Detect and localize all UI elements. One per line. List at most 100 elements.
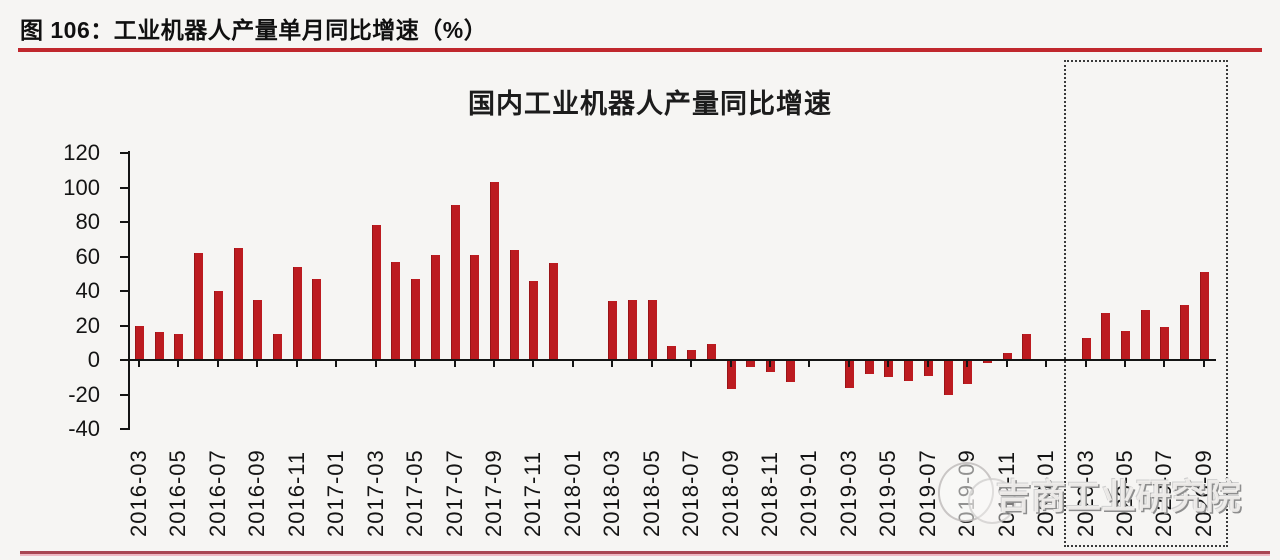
bar (213, 291, 223, 360)
bar (154, 332, 164, 360)
bar (312, 278, 322, 360)
bar (253, 299, 263, 360)
bar (371, 225, 381, 360)
y-tick-mark (120, 359, 128, 361)
x-axis-label: 2019-07 (914, 449, 940, 537)
x-axis-label: 2016-07 (204, 449, 230, 537)
bar (864, 360, 874, 374)
x-tick-mark (769, 361, 772, 367)
x-tick-mark (532, 361, 535, 367)
x-tick-mark (847, 361, 850, 367)
y-tick-mark (120, 393, 128, 396)
x-tick-mark (492, 361, 495, 367)
bar (982, 360, 992, 364)
bar (1180, 304, 1190, 360)
x-axis-label: 2018-01 (559, 449, 585, 537)
bar (549, 263, 559, 360)
x-tick-mark (1202, 361, 1205, 367)
bar (647, 299, 657, 360)
y-tick-mark (120, 152, 128, 154)
x-axis-label: 2017-05 (402, 449, 428, 537)
x-tick-mark (808, 361, 811, 367)
x-axis-label: 2017-07 (441, 449, 467, 537)
x-tick-mark (453, 361, 456, 367)
x-tick-mark (335, 361, 338, 367)
bar (489, 182, 499, 360)
x-axis-label: 2019-05 (875, 449, 901, 537)
x-axis-label: 2016-03 (126, 449, 151, 537)
bar (943, 360, 953, 395)
x-tick-mark (571, 361, 574, 367)
x-axis-label: 2017-01 (323, 449, 349, 537)
y-axis-label: 0 (87, 347, 100, 372)
bar (785, 360, 795, 383)
y-tick-mark (120, 290, 128, 292)
x-axis-label: 2017-09 (480, 449, 506, 537)
bar (292, 266, 302, 360)
bar (706, 344, 716, 360)
bar (470, 254, 480, 360)
bar (1022, 334, 1032, 360)
chart-title: 国内工业机器人产量同比增速 (468, 89, 832, 119)
bar (1140, 309, 1150, 360)
x-axis-label: 2017-03 (362, 449, 388, 537)
x-tick-mark (690, 361, 693, 367)
bar (884, 360, 894, 378)
bar (1081, 337, 1091, 360)
bar (746, 360, 756, 367)
bar (608, 301, 618, 360)
bar (1002, 353, 1012, 360)
x-axis-label: 2019-03 (835, 449, 861, 537)
x-axis-label: 2016-11 (283, 450, 309, 537)
bar (411, 278, 421, 360)
x-tick-mark (729, 361, 732, 367)
y-axis-label: 120 (63, 140, 100, 165)
bar (1101, 313, 1111, 360)
y-tick-mark (120, 324, 128, 327)
bar (628, 299, 637, 360)
x-tick-mark (414, 361, 417, 367)
y-axis-label: 40 (75, 278, 100, 303)
bar (391, 261, 401, 360)
x-axis-zero-line (128, 359, 1216, 361)
x-axis-label: 2018-09 (717, 449, 743, 537)
x-axis-label: 2018-05 (638, 449, 664, 537)
x-tick-mark (295, 361, 298, 367)
x-tick-mark (256, 361, 259, 367)
watermark-emblem-icon (968, 478, 1016, 524)
x-tick-mark (926, 361, 929, 367)
y-axis-label: 80 (75, 209, 100, 234)
y-tick-mark (120, 186, 128, 189)
bar (450, 204, 460, 360)
x-axis-label: 2016-05 (165, 449, 191, 537)
x-tick-mark (611, 361, 614, 367)
y-axis-label: 20 (75, 312, 100, 338)
x-tick-mark (1045, 361, 1048, 367)
caption-underline (18, 48, 1262, 52)
bar (726, 360, 736, 390)
bar (904, 360, 914, 381)
x-tick-mark (138, 361, 140, 367)
bar (233, 247, 243, 360)
x-axis-label: 2016-09 (244, 449, 270, 537)
y-axis-label: 100 (63, 174, 100, 200)
bar (687, 349, 697, 360)
highlight-box (1064, 60, 1228, 547)
y-axis-label: 60 (75, 243, 100, 269)
y-tick-mark (120, 428, 128, 430)
watermark-text: 吉商工业研究院 (996, 478, 1242, 517)
x-tick-mark (177, 361, 180, 367)
bar (529, 280, 539, 360)
x-tick-mark (1005, 361, 1008, 367)
bar (963, 360, 973, 385)
bar (1121, 330, 1130, 360)
x-axis-label: 2019-01 (796, 449, 822, 537)
x-tick-mark (374, 361, 377, 367)
bar (194, 253, 204, 360)
x-axis-label: 2018-03 (599, 449, 625, 537)
bar (1199, 272, 1209, 360)
bar (923, 360, 933, 376)
y-tick-mark (120, 255, 128, 258)
y-tick-mark (120, 221, 128, 223)
